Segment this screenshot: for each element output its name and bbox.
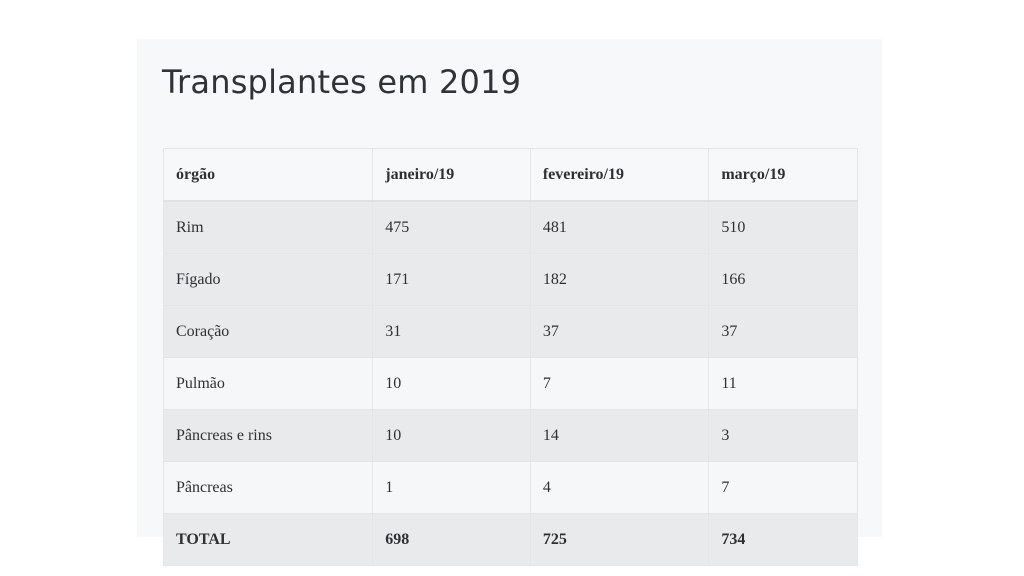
column-header-january: janeiro/19 <box>372 148 531 202</box>
table-total-row: TOTAL 698 725 734 <box>162 513 858 566</box>
table-row: Coração 31 37 37 <box>162 305 858 358</box>
cell-march: 11 <box>708 357 858 410</box>
column-header-organ: órgão <box>162 148 374 202</box>
total-march: 734 <box>708 513 858 566</box>
cell-organ: Pâncreas e rins <box>162 409 374 462</box>
cell-february: 37 <box>529 305 710 358</box>
table-row: Pâncreas 1 4 7 <box>162 461 858 514</box>
table-row: Pâncreas e rins 10 14 3 <box>162 409 858 462</box>
page-title: Transplantes em 2019 <box>162 63 522 101</box>
cell-organ: Pulmão <box>162 357 374 410</box>
cell-organ: Coração <box>162 305 374 358</box>
cell-organ: Fígado <box>162 253 374 306</box>
cell-january: 31 <box>372 305 531 358</box>
cell-january: 10 <box>372 357 531 410</box>
cell-january: 171 <box>372 253 531 306</box>
total-february: 725 <box>529 513 710 566</box>
cell-organ: Pâncreas <box>162 461 374 514</box>
total-january: 698 <box>372 513 531 566</box>
total-label: TOTAL <box>162 513 374 566</box>
column-header-march: março/19 <box>708 148 858 202</box>
cell-march: 37 <box>708 305 858 358</box>
cell-february: 182 <box>529 253 710 306</box>
cell-february: 7 <box>529 357 710 410</box>
table-row: Fígado 171 182 166 <box>162 253 858 306</box>
cell-january: 475 <box>372 200 531 254</box>
cell-january: 1 <box>372 461 531 514</box>
transplants-table: órgão janeiro/19 fevereiro/19 março/19 R… <box>162 148 858 566</box>
table-row: Rim 475 481 510 <box>162 200 858 254</box>
cell-february: 14 <box>529 409 710 462</box>
cell-organ: Rim <box>162 200 374 254</box>
table-row: Pulmão 10 7 11 <box>162 357 858 410</box>
column-header-february: fevereiro/19 <box>529 148 710 202</box>
cell-march: 3 <box>708 409 858 462</box>
cell-january: 10 <box>372 409 531 462</box>
cell-february: 4 <box>529 461 710 514</box>
cell-february: 481 <box>529 200 710 254</box>
table-header-row: órgão janeiro/19 fevereiro/19 março/19 <box>162 148 858 202</box>
cell-march: 7 <box>708 461 858 514</box>
content-panel: Transplantes em 2019 órgão janeiro/19 fe… <box>137 39 882 566</box>
cell-march: 510 <box>708 200 858 254</box>
cell-march: 166 <box>708 253 858 306</box>
